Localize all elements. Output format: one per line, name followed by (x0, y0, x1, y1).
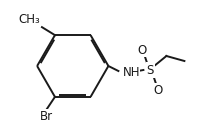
Text: S: S (147, 63, 154, 77)
Text: CH₃: CH₃ (18, 13, 40, 26)
Text: NH: NH (122, 65, 140, 79)
Text: O: O (154, 84, 163, 96)
Text: O: O (138, 44, 147, 56)
Text: Br: Br (39, 110, 52, 123)
